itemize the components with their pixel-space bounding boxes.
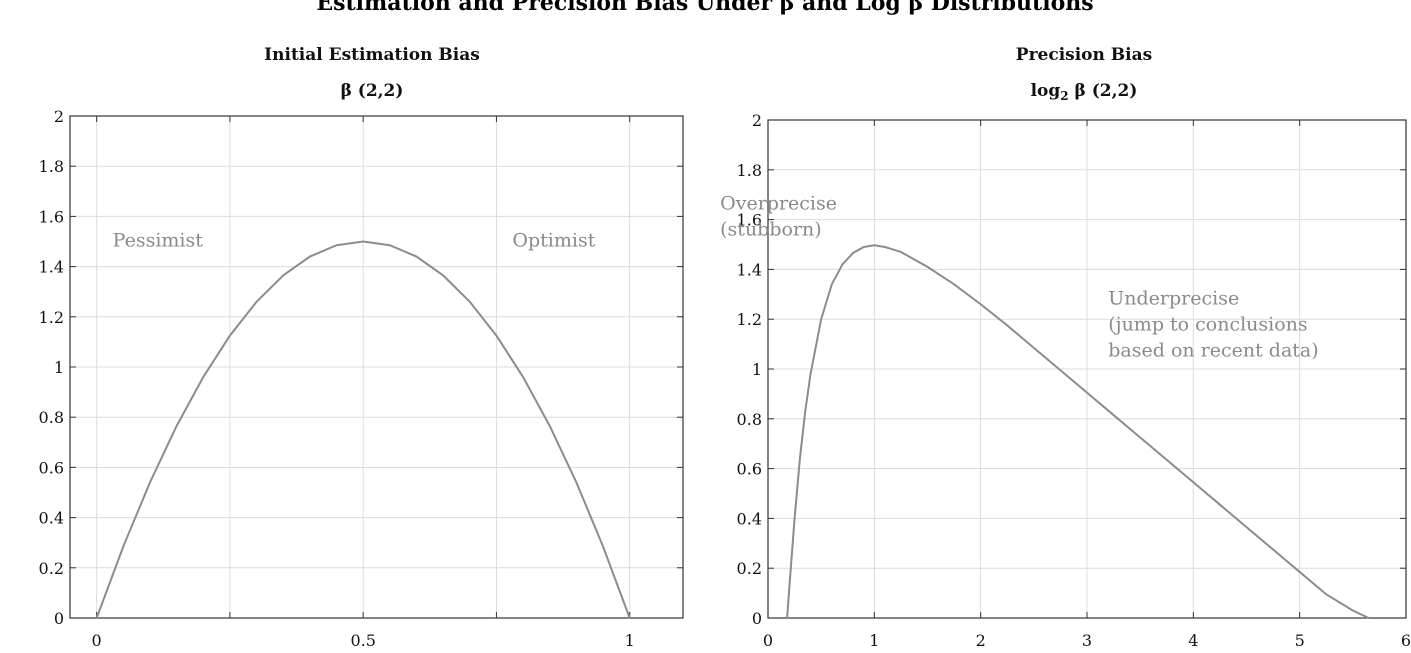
y-tick-label: 2 xyxy=(752,111,762,130)
annotation: Underprecise (jump to conclusions based on… xyxy=(1108,287,1318,361)
y-tick-label: 2 xyxy=(54,107,64,126)
x-tick-label: 4 xyxy=(1188,631,1198,650)
y-tick-label: 0.2 xyxy=(39,559,64,578)
y-tick-label: 1.6 xyxy=(737,211,762,230)
chart-subtitle: β (2,2) xyxy=(341,81,404,101)
chart-title: Initial Estimation Bias xyxy=(264,45,480,65)
y-tick-label: 1.4 xyxy=(737,260,762,279)
y-tick-label: 0.6 xyxy=(737,460,762,479)
annotation-line: Overprecise xyxy=(720,193,837,215)
subtitle-log: log xyxy=(1031,81,1061,101)
subtitle-rest: β (2,2) xyxy=(1069,81,1138,101)
y-tick-label: 1.8 xyxy=(39,157,64,176)
grid xyxy=(70,115,683,619)
series-line xyxy=(786,244,1370,619)
chart-panel-estimation: Initial Estimation Bias β (2,2) 0 0.5 1 0 0.… xyxy=(39,45,684,650)
annotation: Pessimist xyxy=(113,230,204,252)
annotation-line: Optimist xyxy=(512,230,595,252)
annotation-line: (jump to conclusions xyxy=(1108,313,1307,335)
y-tick-label: 1.4 xyxy=(39,258,64,277)
y-tick-label: 0 xyxy=(752,609,762,628)
y-tick-label: 0.4 xyxy=(737,509,762,528)
series-layer xyxy=(786,244,1370,619)
x-tick-label: 5 xyxy=(1295,631,1305,650)
x-tick-label: 0 xyxy=(763,631,773,650)
x-tick-label: 0 xyxy=(92,631,102,650)
subtitle-subscript: 2 xyxy=(1060,89,1068,103)
series-line xyxy=(95,240,631,619)
x-tick-label: 3 xyxy=(1082,631,1092,650)
annotation-line: (stubborn) xyxy=(720,219,822,241)
y-tick-label: 1.8 xyxy=(737,161,762,180)
annotations: Pessimist Optimist xyxy=(113,230,596,252)
y-tick-label: 1 xyxy=(752,360,762,379)
annotation: Overprecise (stubborn) xyxy=(720,193,837,241)
chart-subtitle: log2 β (2,2) xyxy=(1031,81,1138,103)
axes: 0 0.5 1 0 0.2 0.4 0.6 0.8 1 1.2 1.4 1.6 1.8 2 xyxy=(39,107,683,650)
chart-panel-precision: Precision Bias log2 β (2,2) 0 1 2 3 4 5 600.20… xyxy=(720,45,1411,650)
y-tick-label: 1.2 xyxy=(39,308,64,327)
chart-title: Precision Bias xyxy=(1016,45,1152,65)
y-tick-label: 1.2 xyxy=(737,310,762,329)
annotations: Overprecise (stubborn) Underprecise (jump t… xyxy=(720,193,1319,362)
x-tick-label: 1 xyxy=(625,631,635,650)
x-tick-label: 1 xyxy=(869,631,879,650)
figure-title: Estimation and Precision Bias Under β an… xyxy=(316,0,1093,16)
y-tick-label: 0.2 xyxy=(737,559,762,578)
annotation: Optimist xyxy=(512,230,595,252)
annotation-line: based on recent data) xyxy=(1108,339,1318,361)
x-tick-label: 0.5 xyxy=(350,631,375,650)
annotation-line: Underprecise xyxy=(1108,287,1239,309)
y-tick-label: 0.4 xyxy=(39,509,64,528)
y-tick-label: 0.6 xyxy=(39,458,64,477)
y-tick-label: 0.8 xyxy=(39,408,64,427)
y-tick-label: 0.8 xyxy=(737,410,762,429)
x-tick-label: 6 xyxy=(1401,631,1411,650)
y-tick-label: 1 xyxy=(54,358,64,377)
series-layer xyxy=(95,240,631,619)
grid xyxy=(767,119,1407,619)
annotation-line: Pessimist xyxy=(113,230,204,252)
axes: 0 1 2 3 4 5 6 0 0.2 0.4 0.6 0.8 1 1.2 1.4 1.6 1.8 2 xyxy=(737,111,1411,650)
x-tick-label: 2 xyxy=(976,631,986,650)
y-tick-label: 0 xyxy=(54,609,64,628)
y-tick-label: 1.6 xyxy=(39,207,64,226)
